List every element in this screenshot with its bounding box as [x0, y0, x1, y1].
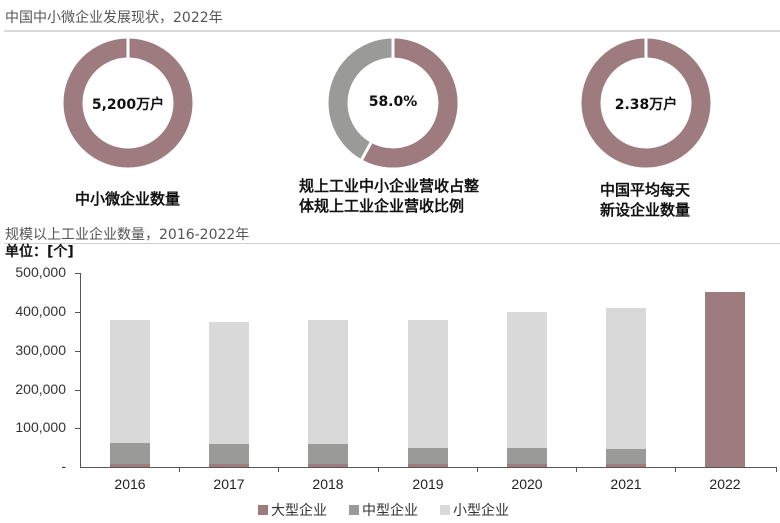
bar-segment-large	[705, 292, 745, 467]
unit-label: 单位：[个]	[5, 244, 74, 260]
bar-segment-large	[606, 463, 646, 467]
bar-2020	[507, 312, 547, 467]
legend-item-medium: 中型企业	[349, 500, 418, 520]
bar-2017	[209, 322, 249, 467]
bar-segment-small	[209, 322, 249, 444]
y-tick-400000: 400,000	[15, 303, 66, 319]
y-tick-200000: 200,000	[15, 381, 66, 397]
y-tick-300000: 300,000	[15, 342, 66, 358]
legend-item-large: 大型企业	[258, 500, 327, 520]
x-label-2019: 2019	[412, 476, 444, 492]
bar-2016	[110, 320, 150, 467]
bar-segment-large	[408, 463, 448, 467]
x-tick-mark	[576, 467, 577, 472]
y-tick-mark	[75, 351, 80, 352]
legend-swatch-small	[440, 505, 450, 515]
donut-value-daily-new-enterprises: 2.38万户	[614, 97, 678, 113]
y-tick-0: -	[61, 458, 66, 474]
x-label-2020: 2020	[511, 476, 543, 492]
legend-label-medium: 中型企业	[362, 503, 418, 519]
y-tick-mark	[75, 312, 80, 313]
x-tick-mark	[378, 467, 379, 472]
y-axis	[80, 273, 81, 468]
bar-segment-medium	[606, 448, 646, 464]
bar-2018	[308, 320, 348, 467]
donut-label-revenue-share: 规上工业中小企业营收占整 体规上工业企业营收比例	[299, 177, 480, 215]
x-tick-mark	[179, 467, 180, 472]
section-title-industrial: 规模以上工业企业数量，2016-2022年	[5, 227, 250, 243]
x-tick-mark	[477, 467, 478, 472]
x-tick-mark	[776, 467, 777, 472]
x-label-2018: 2018	[312, 476, 344, 492]
donut-value-revenue-share: 58.0%	[368, 94, 418, 110]
bar-segment-small	[408, 320, 448, 448]
donut-daily-new-enterprises	[581, 37, 711, 168]
bar-segment-medium	[507, 448, 547, 464]
y-tick-100000: 100,000	[15, 419, 66, 435]
section-divider	[4, 30, 780, 32]
bar-segment-large	[110, 463, 150, 467]
y-tick-500000: 500,000	[15, 264, 66, 280]
legend-swatch-large	[258, 505, 268, 515]
legend-swatch-medium	[349, 505, 359, 515]
donut-revenue-share	[328, 37, 458, 168]
bar-segment-medium	[209, 443, 249, 464]
y-tick-mark	[75, 428, 80, 429]
donut-enterprise-count	[63, 37, 193, 168]
bar-2021	[606, 308, 646, 467]
bar-segment-medium	[308, 443, 348, 464]
donut-label-enterprise-count: 中小微企业数量	[75, 190, 181, 208]
legend-label-large: 大型企业	[271, 503, 327, 519]
x-label-2022: 2022	[709, 476, 741, 492]
chart-legend: 大型企业 中型企业 小型企业	[258, 500, 509, 520]
bar-2022	[705, 292, 745, 467]
bar-segment-small	[110, 320, 150, 443]
section-title-status: 中国中小微企业发展现状，2022年	[5, 10, 223, 26]
bar-segment-small	[308, 320, 348, 444]
y-tick-mark	[75, 273, 80, 274]
donut-value-enterprise-count: 5,200万户	[91, 97, 165, 113]
x-axis	[80, 467, 777, 468]
bar-segment-small	[507, 312, 547, 449]
bar-segment-small	[606, 308, 646, 449]
bar-segment-large	[507, 463, 547, 467]
y-tick-mark	[75, 390, 80, 391]
legend-item-small: 小型企业	[440, 500, 509, 520]
bar-segment-medium	[408, 447, 448, 464]
bar-segment-medium	[110, 442, 150, 464]
bar-segment-large	[308, 463, 348, 467]
bar-2019	[408, 320, 448, 467]
x-label-2016: 2016	[114, 476, 146, 492]
section-divider	[4, 243, 780, 244]
x-label-2021: 2021	[610, 476, 642, 492]
x-label-2017: 2017	[213, 476, 245, 492]
donut-label-daily-new-enterprises: 中国平均每天 新设企业数量	[600, 181, 691, 219]
legend-label-small: 小型企业	[453, 503, 509, 519]
x-tick-mark	[278, 467, 279, 472]
bar-segment-large	[209, 463, 249, 467]
x-tick-mark	[675, 467, 676, 472]
